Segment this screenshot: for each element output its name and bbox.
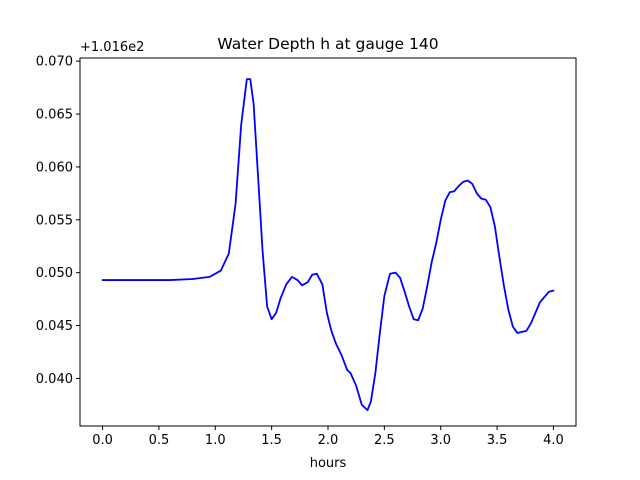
x-tick-label: 1.5 [261,433,282,448]
series-line-0 [101,78,555,412]
y-tick-label: 0.050 [36,266,73,281]
y-tick-label: 0.045 [36,319,73,334]
plot-area: 0.0 0.5 1.0 1.5 2.0 2.5 3.0 3.5 4.0 0.040 0.045 0.0… [36,55,577,448]
x-tick-label: 2.0 [318,433,339,448]
chart-title: Water Depth h at gauge 140 [217,35,438,53]
x-tick-label: 3.0 [430,433,451,448]
x-tick-label: 3.5 [487,433,508,448]
x-tick-label: 4.0 [543,433,564,448]
y-tick-label: 0.060 [36,160,73,175]
y-tick-label: 0.065 [36,108,73,123]
y-tick-label: 0.070 [36,55,73,70]
y-tick-label: 0.040 [36,372,73,387]
y-axis-offset-label: +1.016e2 [80,40,144,55]
x-tick-label: 1.0 [205,433,226,448]
x-tick-label: 0.5 [149,433,170,448]
x-tick-label: 2.5 [374,433,395,448]
x-axis-label: hours [310,456,347,471]
y-tick-label: 0.055 [36,213,73,228]
x-tick-label: 0.0 [92,433,113,448]
